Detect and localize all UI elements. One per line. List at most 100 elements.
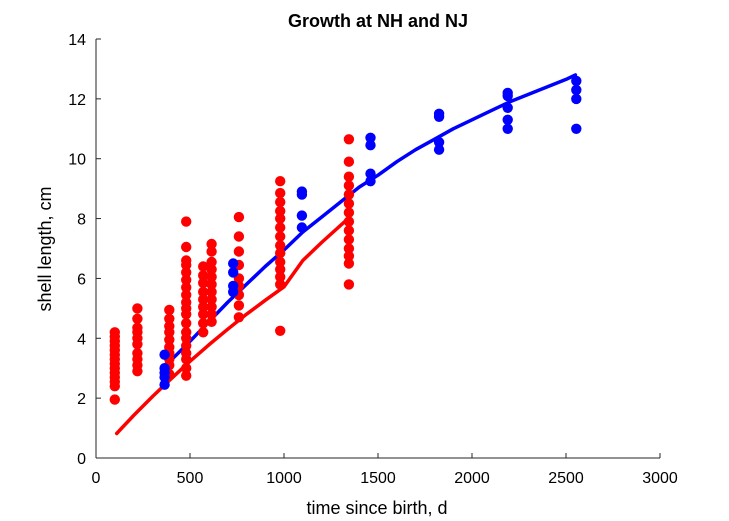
data-point [502,123,513,134]
y-tick-label: 2 [77,391,86,408]
data-point [275,271,286,283]
data-point [571,93,582,105]
data-point [275,256,286,268]
x-axis-label: time since birth, d [306,498,447,518]
data-point [181,241,192,253]
data-point [206,316,217,327]
data-point [206,238,217,250]
data-point [198,261,209,272]
data-point [132,322,143,333]
y-tick-label: 10 [68,152,86,169]
data-point [228,267,239,278]
data-point [502,102,513,114]
data-point [181,327,192,338]
data-point [275,231,286,242]
data-point [181,282,192,293]
data-point [343,243,355,254]
data-point [275,176,286,187]
y-tick-label: 4 [77,331,86,348]
fit-curve [114,215,352,436]
y-tick-label: 12 [68,92,86,109]
data-point [296,210,308,221]
data-point [343,198,355,209]
data-point [275,240,286,251]
data-point [275,222,286,233]
data-point [343,207,355,218]
data-point [343,225,355,236]
data-point [206,309,217,320]
data-point [275,325,286,336]
data-point [275,247,286,259]
data-point [198,318,209,329]
x-tick-label: 2000 [454,470,490,487]
data-point [275,187,286,199]
data-point [571,75,582,87]
data-point [228,258,239,269]
data-point [233,231,245,242]
data-point [571,123,582,134]
x-tick-label: 3000 [642,470,678,487]
data-point [343,258,355,269]
data-point [296,222,308,233]
data-point [198,327,209,338]
data-point [164,342,175,353]
data-point [181,255,192,266]
chart-title: Growth at NH and NJ [288,11,468,31]
data-point [198,309,209,320]
data-point [343,189,355,200]
data-point [109,394,121,405]
data-point [181,216,192,227]
data-point [181,363,192,374]
data-point [198,270,209,281]
data-point [181,318,192,329]
x-tick-label: 1500 [360,470,396,487]
data-point [343,216,355,227]
data-point [132,313,143,324]
data-point [233,300,245,311]
data-point [181,340,192,351]
data-point [275,205,286,217]
data-point [109,327,121,338]
data-point [206,301,217,313]
data-point [343,234,355,245]
y-tick-label: 0 [77,451,86,468]
data-point [433,144,445,155]
data-point [233,312,245,323]
data-point [181,289,192,301]
data-point [181,267,192,278]
x-tick-label: 2500 [548,470,584,487]
data-point [275,279,286,290]
data-point [502,114,513,126]
data-point [181,348,192,359]
data-point [275,264,286,275]
data-point [206,294,217,305]
data-point [433,108,445,120]
axes: 0 500 1000 1500 2000 2500 3000 0 2 4 6 8 10 12 14 [68,32,678,487]
data-point [132,303,143,314]
data-point [296,186,308,197]
data-point [275,196,286,208]
data-point [159,379,170,390]
data-point [198,301,209,313]
data-point [206,256,217,268]
data-point [159,363,170,374]
y-tick-label: 8 [77,212,86,229]
data-point [181,274,192,286]
data-point [502,87,513,99]
data-point [343,134,355,145]
data-point [164,334,175,345]
data-point [206,286,217,298]
data-point [181,297,192,308]
data-point [571,84,582,96]
data-point [233,211,245,223]
data-point [365,132,376,143]
y-tick-label: 14 [68,32,86,49]
x-tick-label: 1000 [266,470,302,487]
y-tick-label: 6 [77,271,86,288]
data-point [343,279,355,290]
data-point [198,294,209,305]
data-point [164,313,175,324]
data-points [109,75,582,405]
